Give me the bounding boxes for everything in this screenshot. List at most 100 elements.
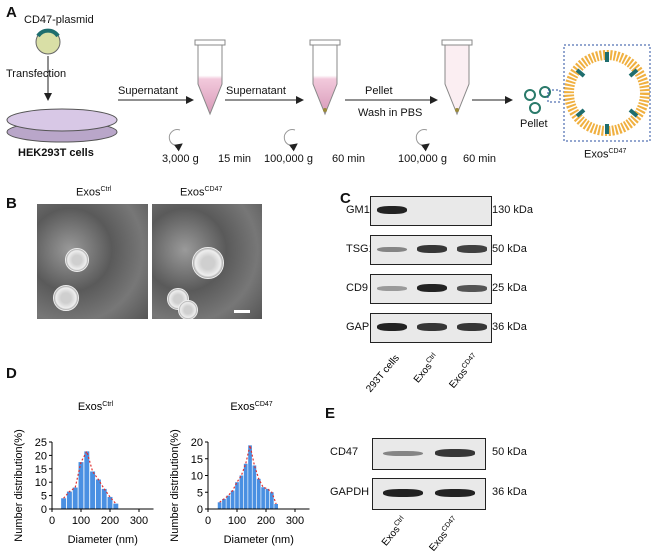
cells-label: HEK293T cells xyxy=(18,147,94,159)
step1-time: 15 min xyxy=(218,153,252,165)
band xyxy=(417,323,447,331)
step2-label: Supernatant xyxy=(226,85,286,97)
fit-curve xyxy=(219,445,277,505)
x-tick-label: 100 xyxy=(228,515,246,527)
histogram-bar xyxy=(217,502,222,509)
blot-e-cd47 xyxy=(372,438,486,470)
blot-row-label: CD9 xyxy=(346,282,369,294)
histogram-bar xyxy=(72,487,78,509)
band xyxy=(377,285,407,291)
em-title-cd47: ExosCD47 xyxy=(180,186,223,199)
fit-curve xyxy=(63,449,117,505)
band xyxy=(417,284,447,292)
y-tick-label: 0 xyxy=(197,504,203,516)
histogram-bar xyxy=(252,465,257,509)
x-tick-label: 300 xyxy=(130,515,148,527)
panel-label-a: A xyxy=(6,4,17,21)
blot-gm130 xyxy=(370,196,492,226)
x-tick-label: 0 xyxy=(49,515,55,527)
panel-label-d: D xyxy=(6,365,17,382)
x-tick-label: 200 xyxy=(257,515,275,527)
tube-icon-3 xyxy=(441,39,473,116)
blot-kda-label: 36 kDa xyxy=(492,321,527,333)
blot-kda-label: 25 kDa xyxy=(492,282,527,294)
histogram-bar xyxy=(84,451,90,509)
band xyxy=(383,489,423,497)
blot-row-label: CD47 xyxy=(330,446,359,458)
blot-tsg101 xyxy=(370,235,492,265)
em-image-cd47 xyxy=(152,204,262,319)
blot-e-gapdh xyxy=(372,478,486,510)
y-tick-label: 0 xyxy=(41,504,47,516)
x-axis-label: Diameter (nm) xyxy=(224,534,294,546)
rotation-icon-2 xyxy=(283,129,298,152)
y-tick-label: 10 xyxy=(35,477,47,489)
step3-time: 60 min xyxy=(463,153,497,165)
blot-kda-label: 130 kDa xyxy=(492,204,533,216)
blot-gapdh xyxy=(370,313,492,343)
step3-label-top: Pellet xyxy=(365,85,393,97)
pellet-label: Pellet xyxy=(520,118,548,130)
band xyxy=(417,245,447,253)
panel-label-c: C xyxy=(340,190,351,207)
blot-kda-label: 50 kDa xyxy=(492,446,527,458)
histogram-bar xyxy=(90,471,96,509)
rotation-icon-1 xyxy=(168,129,183,152)
histogram-bar xyxy=(95,479,101,509)
band xyxy=(377,323,407,331)
em-title-ctrl: ExosCtrl xyxy=(76,186,112,199)
step3-speed: 100,000 g xyxy=(398,153,447,165)
chart-title: ExosCD47 xyxy=(230,401,272,413)
plasmid-icon xyxy=(35,28,61,55)
band xyxy=(457,323,487,331)
y-tick-label: 10 xyxy=(191,471,203,483)
x-axis-label: Diameter (nm) xyxy=(68,534,138,546)
transfection-label: Transfection xyxy=(6,68,67,80)
histogram-bar xyxy=(243,463,248,509)
histogram-bar xyxy=(239,475,244,509)
step2-speed: 100,000 g xyxy=(264,153,313,165)
step1-label: Supernatant xyxy=(118,85,178,97)
em-image-ctrl xyxy=(37,204,148,319)
y-tick-label: 15 xyxy=(35,464,47,476)
histogram-bar xyxy=(265,488,270,509)
step2-time: 60 min xyxy=(332,153,366,165)
band xyxy=(377,246,407,252)
blot-kda-label: 50 kDa xyxy=(492,243,527,255)
exos-label: ExosCD47 xyxy=(584,148,627,161)
x-tick-label: 200 xyxy=(101,515,119,527)
histogram-bar xyxy=(248,445,252,509)
x-tick-label: 0 xyxy=(205,515,211,527)
histogram-bar xyxy=(230,490,235,509)
histogram-bar xyxy=(235,482,239,509)
pellet-vesicles-icon xyxy=(524,86,551,114)
step1-speed: 3,000 g xyxy=(162,153,199,165)
histogram-bar xyxy=(226,495,231,509)
histogram-bar xyxy=(261,487,265,509)
rotation-icon-3 xyxy=(415,129,430,152)
histogram-bar xyxy=(107,496,113,509)
band xyxy=(457,284,487,292)
y-tick-label: 15 xyxy=(191,454,203,466)
y-tick-label: 25 xyxy=(35,437,47,449)
histogram-bar xyxy=(101,488,107,509)
tube-icon-1 xyxy=(194,39,226,116)
plasmid-label: CD47-plasmid xyxy=(24,14,94,26)
histogram-bar xyxy=(61,498,67,509)
y-axis-label: Number distribution(%) xyxy=(169,429,181,541)
band xyxy=(435,449,475,457)
histogram-bar xyxy=(256,478,261,509)
histogram-bar xyxy=(66,491,72,509)
tube-icon-2 xyxy=(309,39,341,116)
y-tick-label: 5 xyxy=(41,491,47,503)
exosome-icon xyxy=(564,50,650,136)
y-axis-label: Number distribution(%) xyxy=(13,429,25,541)
band xyxy=(435,489,475,497)
x-tick-label: 300 xyxy=(286,515,304,527)
band xyxy=(383,450,423,456)
blot-cd9 xyxy=(370,274,492,304)
band xyxy=(377,206,407,214)
